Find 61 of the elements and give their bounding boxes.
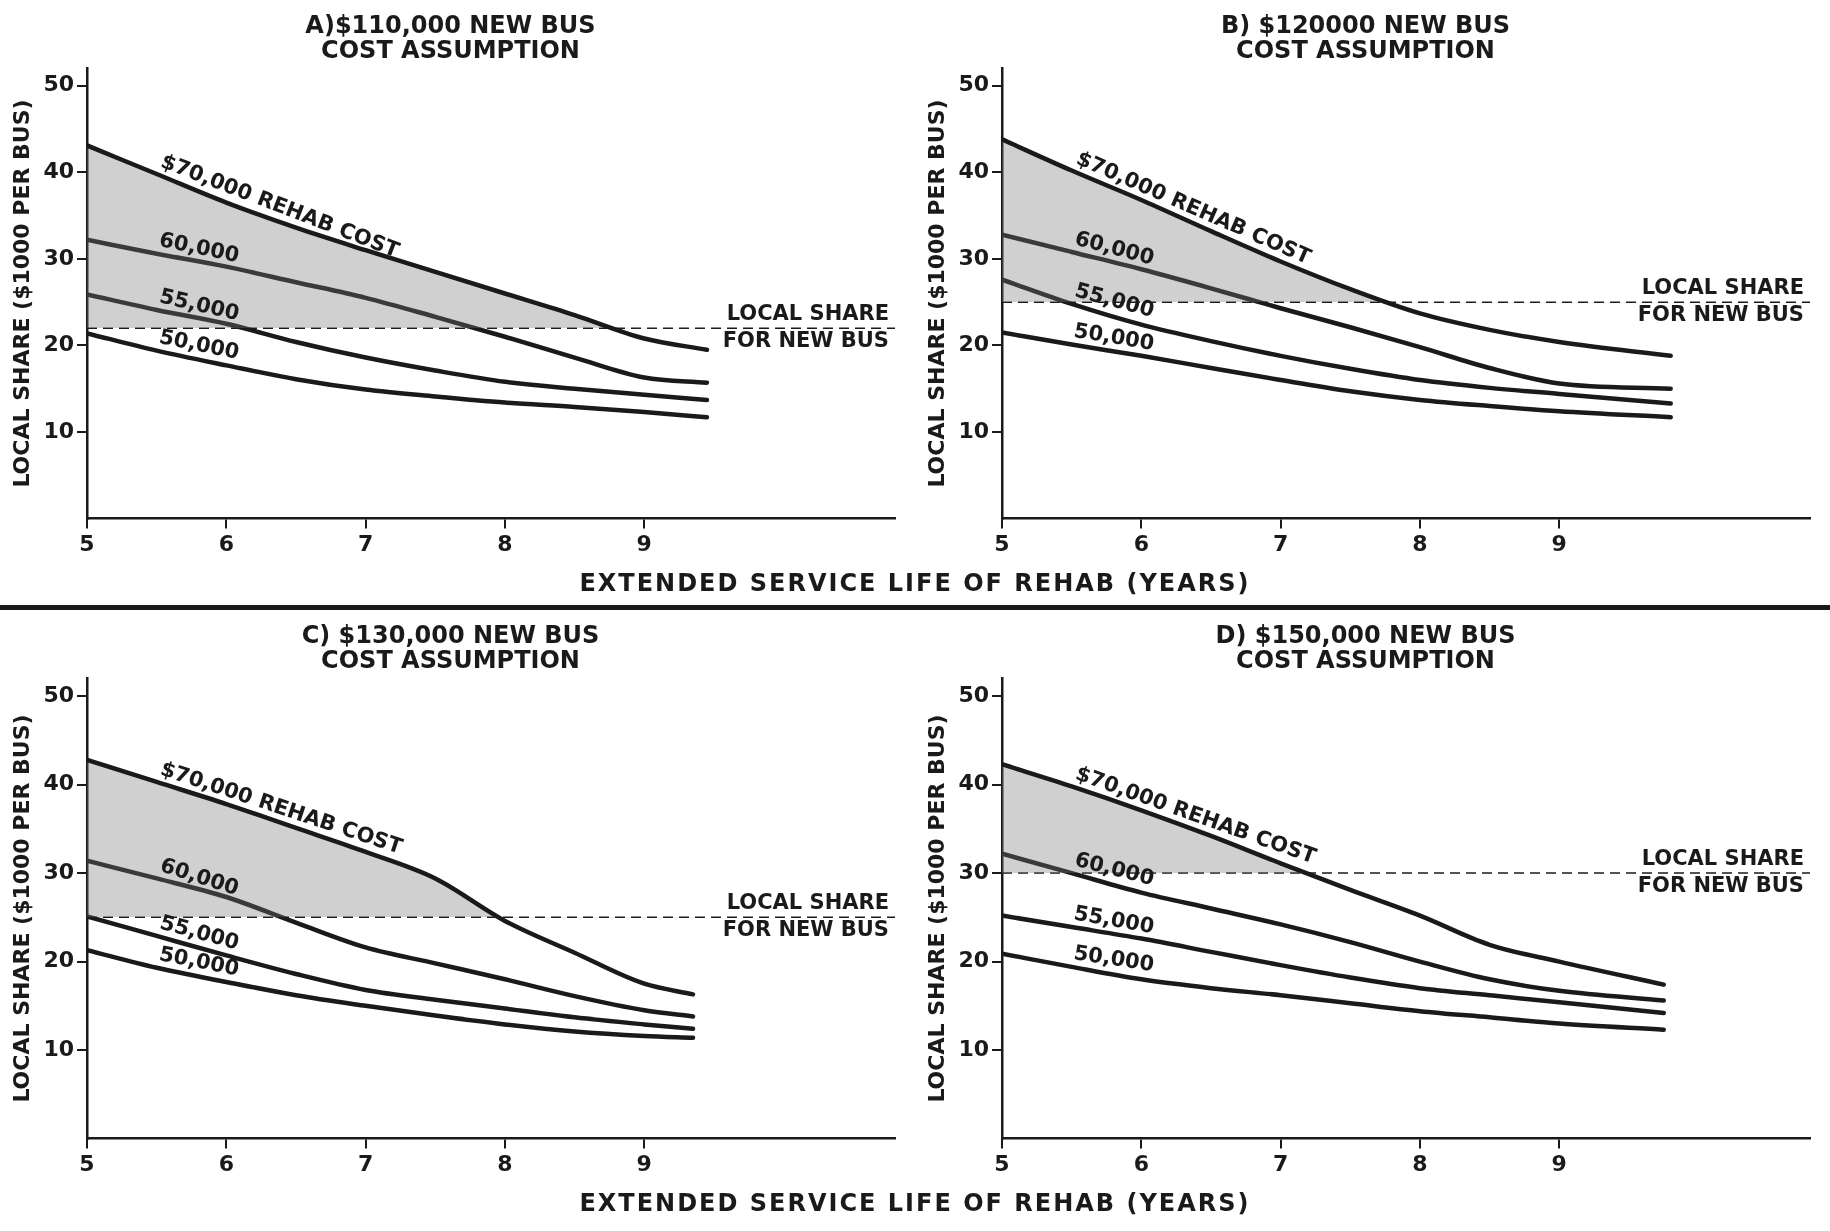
x-tick-label: 7 — [357, 1150, 374, 1176]
y-tick-label: 10 — [43, 417, 75, 443]
x-tick-label: 6 — [1133, 1150, 1149, 1176]
x-tick-label: 6 — [218, 530, 234, 556]
y-tick-label: 40 — [43, 770, 75, 796]
y-tick-label: 30 — [43, 244, 75, 270]
x-tick-label: 8 — [497, 530, 513, 556]
ref-line-label: LOCAL SHARE FOR NEW BUS — [722, 301, 889, 353]
x-tick-label: 8 — [497, 1150, 513, 1176]
x-tick-label: 8 — [1412, 530, 1428, 556]
x-tick-label: 9 — [636, 1150, 652, 1176]
text: 60,000 — [157, 227, 242, 267]
y-tick-label: 50 — [43, 71, 75, 97]
x-tick-label: 5 — [79, 530, 95, 556]
y-tick-label: 10 — [43, 1035, 75, 1061]
chart-title: C) $130,000 NEW BUS COST ASSUMPTION — [301, 620, 600, 675]
chart-title: D) $150,000 NEW BUS COST ASSUMPTION — [1215, 620, 1516, 675]
x-tick-label: 8 — [1412, 1150, 1428, 1176]
ref-line-label: LOCAL SHARE FOR NEW BUS — [1637, 275, 1804, 327]
y-tick-label: 30 — [43, 858, 75, 884]
y-tick-label: 40 — [958, 770, 990, 796]
x-tick-label: 9 — [1551, 1150, 1567, 1176]
chart-title: B) $120000 NEW BUS COST ASSUMPTION — [1220, 10, 1511, 65]
ref-line-label: LOCAL SHARE FOR NEW BUS — [722, 890, 889, 942]
text: 60,000 — [1072, 846, 1157, 891]
y-tick-label: 20 — [43, 947, 75, 973]
y-tick-label: 30 — [958, 244, 990, 270]
y-axis-title: LOCAL SHARE ($1000 PER BUS) — [923, 99, 949, 488]
y-tick-label: 50 — [958, 71, 990, 97]
x-tick-label: 9 — [636, 530, 652, 556]
x-tick-label: 9 — [1551, 530, 1567, 556]
y-tick-label: 30 — [958, 858, 990, 884]
x-tick-label: 7 — [357, 530, 374, 556]
y-tick-label: 10 — [958, 417, 990, 443]
y-axis-title: LOCAL SHARE ($1000 PER BUS) — [923, 714, 949, 1103]
x-tick-label: 5 — [79, 1150, 95, 1176]
x-tick-label: 5 — [994, 1150, 1010, 1176]
y-axis-title: LOCAL SHARE ($1000 PER BUS) — [8, 714, 34, 1103]
x-tick-label: 7 — [1272, 1150, 1289, 1176]
x-tick-label: 7 — [1272, 530, 1289, 556]
y-tick-label: 50 — [958, 681, 990, 707]
text: 55,000 — [157, 283, 242, 326]
y-tick-label: 40 — [43, 158, 75, 184]
y-tick-label: 40 — [958, 158, 990, 184]
text: 50,000 — [1072, 940, 1156, 977]
text: 55,000 — [1072, 900, 1157, 939]
y-tick-label: 20 — [958, 331, 990, 357]
x-tick-label: 5 — [994, 530, 1010, 556]
y-tick-label: 20 — [43, 331, 75, 357]
y-axis-title: LOCAL SHARE ($1000 PER BUS) — [8, 99, 34, 488]
chart-title: A)$110,000 NEW BUS COST ASSUMPTION — [305, 10, 596, 65]
y-tick-label: 10 — [958, 1035, 990, 1061]
text: 50,000 — [157, 324, 242, 364]
y-tick-label: 20 — [958, 947, 990, 973]
x-tick-label: 6 — [1133, 530, 1149, 556]
text: 60,000 — [1072, 225, 1157, 270]
x-tick-label: 6 — [218, 1150, 234, 1176]
y-tick-label: 50 — [43, 681, 75, 707]
ref-line-label: LOCAL SHARE FOR NEW BUS — [1637, 846, 1804, 898]
x-axis-title: EXTENDED SERVICE LIFE OF REHAB (YEARS) — [578, 568, 1252, 599]
x-axis-title: EXTENDED SERVICE LIFE OF REHAB (YEARS) — [578, 1188, 1252, 1219]
